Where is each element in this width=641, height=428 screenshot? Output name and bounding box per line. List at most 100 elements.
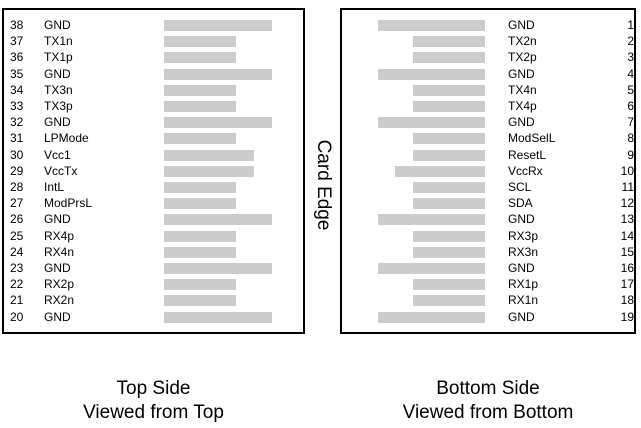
- top-pin-row: 28 IntL: [4, 179, 303, 195]
- pin-number: 4: [627, 66, 634, 81]
- pin-name: ResetL: [508, 147, 547, 162]
- pin-name: SDA: [508, 196, 533, 211]
- contact-pad: [164, 133, 236, 145]
- pin-name: ModSelL: [508, 131, 556, 146]
- top-pin-row: 21 RX2n: [4, 292, 303, 308]
- contact-pad: [378, 263, 485, 274]
- bottom-pin-row: 18 RX1n: [342, 292, 634, 308]
- contact-pad: [164, 20, 272, 31]
- pin-name: TX4p: [508, 99, 537, 113]
- pin-name: TX1n: [44, 34, 73, 49]
- contact-pad: [413, 36, 485, 48]
- pin-number: 26: [10, 212, 24, 227]
- pin-number: 36: [10, 50, 24, 65]
- top-pin-row: 37 TX1n: [4, 33, 303, 49]
- pin-number: 32: [10, 115, 24, 130]
- top-pin-row: 33 TX3p: [4, 98, 303, 114]
- contact-pad: [413, 52, 485, 64]
- pin-name: Vcc1: [44, 147, 71, 162]
- bottom-pin-row: 6 TX4p: [342, 98, 634, 114]
- contact-pad: [378, 68, 485, 80]
- pin-number: 35: [10, 66, 24, 81]
- contact-pad: [164, 279, 236, 291]
- pin-name: GND: [44, 18, 71, 32]
- pin-name: GND: [508, 66, 535, 81]
- contact-pad: [378, 311, 485, 323]
- bottom-pin-row: 12 SDA: [342, 195, 634, 211]
- contact-pad: [164, 101, 236, 112]
- pin-name: RX4n: [44, 244, 75, 259]
- bottom-pin-row: 2 TX2n: [342, 33, 634, 49]
- pin-number: 13: [620, 212, 634, 227]
- pin-name: TX1p: [44, 50, 73, 65]
- pin-name: TX2n: [508, 34, 537, 49]
- card-edge-label: Card Edge: [305, 130, 340, 240]
- contact-pad: [164, 295, 236, 307]
- bottom-side-caption-line2: Viewed from Bottom: [402, 402, 574, 423]
- contact-pad: [164, 214, 272, 226]
- pin-name: RX2n: [44, 293, 75, 308]
- contact-pad: [413, 198, 485, 210]
- pin-name: TX2p: [508, 50, 537, 65]
- bottom-side-caption: Bottom Side Viewed from Bottom: [340, 377, 636, 425]
- top-pin-row: 20 GND: [4, 309, 303, 325]
- pin-number: 28: [10, 180, 24, 194]
- pin-name: GND: [44, 66, 71, 81]
- pin-name: GND: [508, 261, 535, 275]
- pin-name: TX3n: [44, 82, 73, 97]
- pin-number: 21: [10, 293, 24, 308]
- top-pin-row: 22 RX2p: [4, 276, 303, 292]
- contact-pad: [164, 117, 272, 129]
- top-pin-row: 26 GND: [4, 211, 303, 227]
- pin-number: 19: [620, 309, 634, 324]
- top-pin-row: 30 Vcc1: [4, 147, 303, 163]
- top-pin-row: 36 TX1p: [4, 49, 303, 65]
- top-pin-row: 31 LPMode: [4, 130, 303, 146]
- pin-number: 14: [620, 228, 634, 243]
- bottom-pin-row: 9 ResetL: [342, 147, 634, 163]
- top-pin-row: 25 RX4p: [4, 228, 303, 244]
- pin-number: 11: [621, 180, 634, 194]
- top-side-caption: Top Side Viewed from Top: [2, 377, 305, 425]
- pin-number: 30: [10, 147, 24, 162]
- pin-number: 10: [620, 163, 634, 178]
- bottom-pin-row: 17 RX1p: [342, 276, 634, 292]
- bottom-pin-row: 3 TX2p: [342, 49, 634, 65]
- pin-name: GND: [44, 115, 71, 130]
- pin-name: RX2p: [44, 277, 75, 292]
- top-pin-row: 24 RX4n: [4, 244, 303, 260]
- contact-pad: [164, 230, 236, 242]
- pin-name: SCL: [508, 180, 532, 194]
- contact-pad: [164, 84, 236, 96]
- pin-name: RX1p: [508, 277, 539, 292]
- pin-number: 34: [10, 82, 24, 97]
- pin-name: VccTx: [44, 163, 78, 178]
- top-side-caption-line1: Top Side: [116, 378, 191, 399]
- contact-pad: [164, 198, 236, 210]
- pin-number: 18: [620, 293, 634, 308]
- pin-name: RX4p: [44, 228, 75, 243]
- bottom-side-panel: 1 GND 2 TX2n 3 TX2p 4 GND 5 TX4n 6 TX4p 7 GND 8 ModSelL…: [340, 8, 636, 334]
- contact-pad: [378, 117, 485, 129]
- pin-name: IntL: [44, 180, 65, 194]
- pin-number: 7: [627, 115, 634, 130]
- top-pin-row: 32 GND: [4, 114, 303, 130]
- pin-number: 22: [10, 277, 24, 292]
- contact-pad: [413, 295, 485, 307]
- card-edge-text: Card Edge: [312, 139, 334, 231]
- contact-pad: [378, 20, 485, 31]
- pin-name: GND: [508, 18, 535, 32]
- bottom-pin-row: 11 SCL: [342, 179, 634, 195]
- pin-name: VccRx: [508, 163, 543, 178]
- pin-name: ModPrsL: [44, 196, 93, 211]
- pin-name: GND: [508, 309, 535, 324]
- contact-pad: [378, 214, 485, 226]
- bottom-pin-row: 7 GND: [342, 114, 634, 130]
- pin-name: RX3n: [508, 244, 539, 259]
- pin-number: 25: [10, 228, 24, 243]
- bottom-pin-row: 5 TX4n: [342, 82, 634, 98]
- top-pin-row: 34 TX3n: [4, 82, 303, 98]
- contact-pad: [413, 230, 485, 242]
- top-side-caption-line2: Viewed from Top: [83, 402, 224, 423]
- top-pin-row: 29 VccTx: [4, 163, 303, 179]
